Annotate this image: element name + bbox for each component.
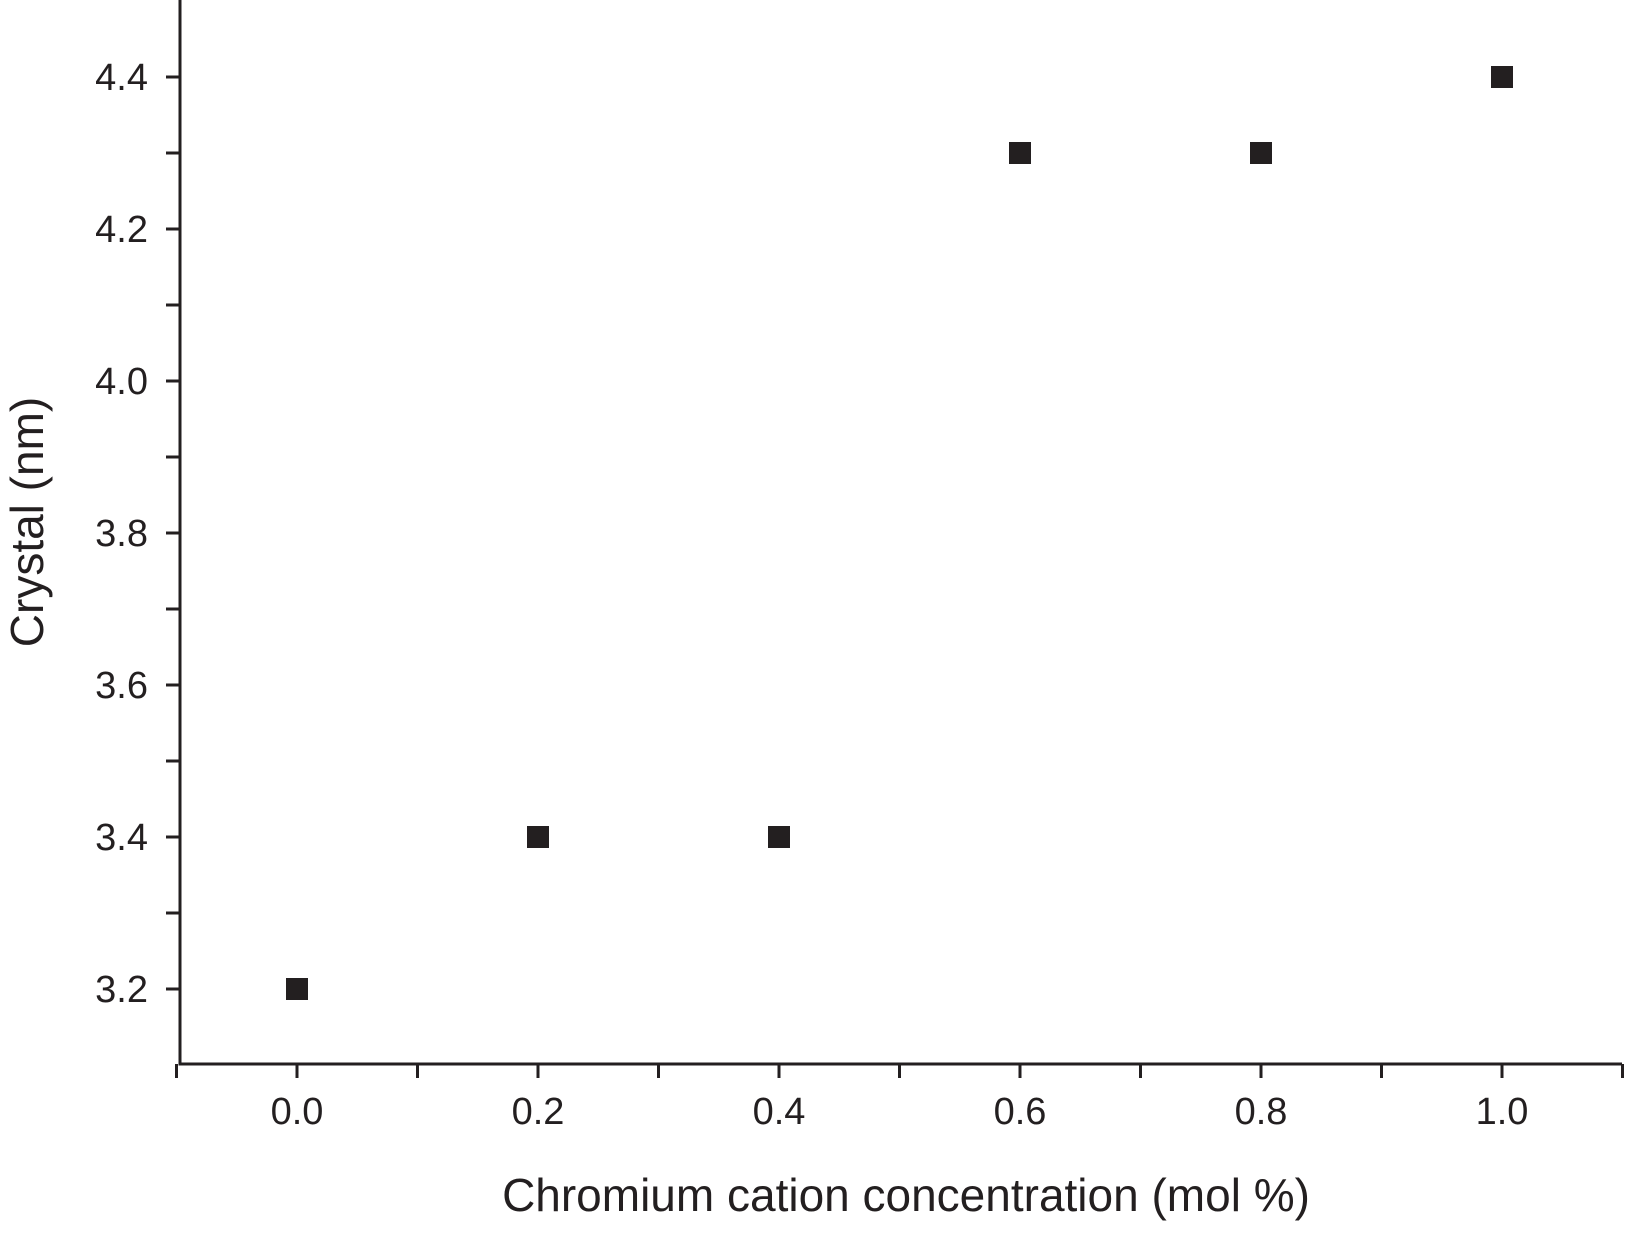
- ticks: 0.0 0.2 0.4 0.6 0.8 1.0 3.2 3.4 3.6 3.8 4.0 4.2 4.4: [95, 57, 1624, 1133]
- y-tick-label: 4.0: [95, 361, 148, 403]
- data-point: [1009, 142, 1031, 164]
- y-tick-label: 3.8: [95, 513, 148, 555]
- y-tick-label: 4.2: [95, 209, 148, 251]
- y-tick-label: 3.2: [95, 969, 148, 1011]
- data-point: [527, 826, 549, 848]
- x-tick-label: 0.6: [994, 1091, 1047, 1133]
- x-tick-label: 0.8: [1235, 1091, 1288, 1133]
- x-tick-label: 1.0: [1476, 1091, 1529, 1133]
- data-point: [1250, 142, 1272, 164]
- data-point: [768, 826, 790, 848]
- x-tick-label: 0.2: [512, 1091, 565, 1133]
- x-tick-label: 0.0: [271, 1091, 324, 1133]
- x-axis-title: Chromium cation concentration (mol %): [502, 1169, 1310, 1221]
- data-point: [1491, 66, 1513, 88]
- x-tick-label: 0.4: [753, 1091, 806, 1133]
- y-tick-label: 4.4: [95, 57, 148, 99]
- axes: [178, 0, 1622, 1066]
- y-axis-title: Crystal (nm): [1, 397, 53, 647]
- y-tick-label: 3.4: [95, 817, 148, 859]
- data-points: [286, 66, 1513, 1000]
- data-point: [286, 978, 308, 1000]
- y-tick-label: 3.6: [95, 665, 148, 707]
